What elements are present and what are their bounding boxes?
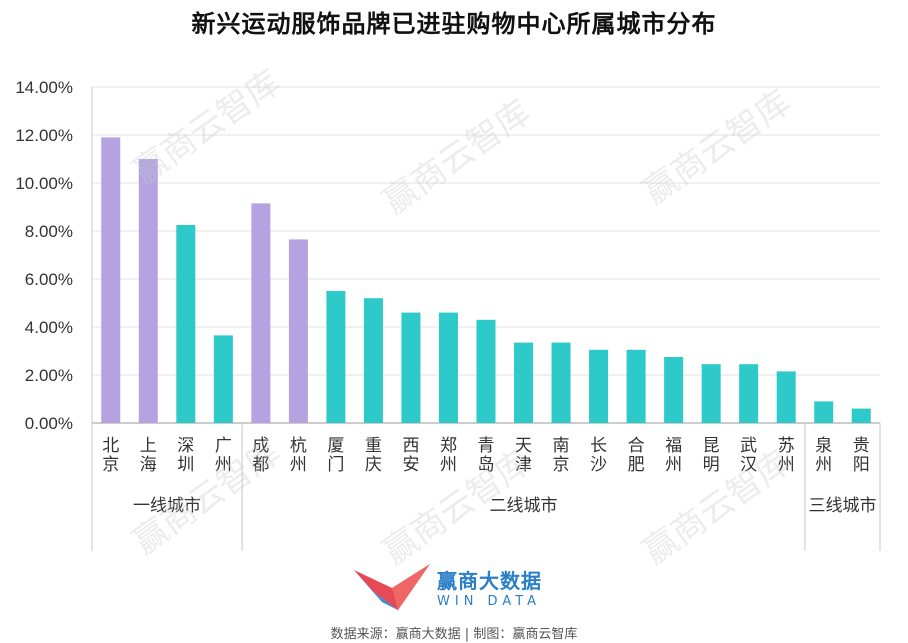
bar bbox=[476, 319, 496, 423]
x-tick-label: 上 bbox=[140, 436, 157, 456]
x-tick-label: 北 bbox=[102, 436, 119, 456]
y-tick-label: 0.00% bbox=[25, 414, 73, 433]
x-tick-label: 厦 bbox=[327, 436, 344, 456]
x-tick-label: 州 bbox=[440, 455, 457, 475]
y-tick-label: 8.00% bbox=[25, 222, 73, 241]
x-tick-label: 州 bbox=[815, 455, 832, 475]
x-tick-label: 岛 bbox=[478, 455, 495, 475]
y-tick-label: 10.00% bbox=[15, 174, 73, 193]
group-label: 一线城市 bbox=[133, 496, 201, 516]
x-tick-label: 明 bbox=[703, 455, 720, 475]
bar bbox=[701, 364, 721, 423]
x-tick-label: 广 bbox=[215, 436, 232, 456]
y-tick-label: 12.00% bbox=[15, 126, 73, 145]
bar bbox=[138, 159, 158, 423]
x-tick-label: 州 bbox=[778, 455, 795, 475]
x-tick-label: 州 bbox=[290, 455, 307, 475]
x-tick-label: 汉 bbox=[740, 455, 757, 475]
bar bbox=[589, 349, 609, 423]
x-tick-label: 圳 bbox=[177, 455, 194, 475]
bar bbox=[551, 342, 571, 423]
x-tick-label: 长 bbox=[590, 436, 607, 456]
x-tick-label: 合 bbox=[628, 436, 645, 456]
x-tick-label: 安 bbox=[402, 455, 419, 475]
x-tick-label: 苏 bbox=[778, 436, 795, 456]
bar bbox=[438, 312, 458, 423]
x-tick-label: 京 bbox=[553, 455, 570, 475]
y-tick-label: 2.00% bbox=[25, 366, 73, 385]
x-tick-label: 福 bbox=[665, 436, 682, 456]
bar bbox=[251, 203, 271, 423]
bar bbox=[326, 291, 346, 423]
y-tick-label: 6.00% bbox=[25, 270, 73, 289]
x-tick-label: 阳 bbox=[853, 455, 870, 475]
group-label: 三线城市 bbox=[808, 496, 876, 516]
brand-logo-icon bbox=[354, 564, 430, 610]
bar bbox=[213, 335, 233, 423]
bar bbox=[288, 239, 308, 423]
source-note: 数据来源：赢商大数据 | 制图：赢商云智库 bbox=[330, 627, 578, 642]
bar bbox=[739, 364, 759, 423]
x-tick-label: 津 bbox=[515, 455, 532, 475]
x-tick-label: 沙 bbox=[590, 455, 607, 475]
bar bbox=[401, 312, 421, 423]
x-tick-label: 成 bbox=[252, 436, 269, 456]
x-tick-label: 肥 bbox=[628, 455, 645, 475]
y-tick-label: 14.00% bbox=[15, 78, 73, 97]
x-tick-label: 南 bbox=[553, 436, 570, 456]
x-tick-label: 京 bbox=[102, 455, 119, 475]
chart-title: 新兴运动服饰品牌已进驻购物中心所属城市分布 bbox=[191, 10, 717, 38]
x-tick-label: 重 bbox=[365, 436, 382, 456]
bar bbox=[101, 137, 121, 423]
x-tick-label: 泉 bbox=[815, 436, 832, 456]
x-tick-label: 昆 bbox=[703, 436, 720, 456]
bar bbox=[514, 342, 534, 423]
x-tick-label: 庆 bbox=[365, 455, 382, 475]
bar bbox=[664, 357, 684, 423]
bar bbox=[176, 225, 196, 423]
group-label: 二线城市 bbox=[490, 496, 558, 516]
x-tick-label: 州 bbox=[215, 455, 232, 475]
x-tick-label: 贵 bbox=[853, 436, 870, 456]
x-tick-label: 青 bbox=[478, 436, 495, 456]
x-tick-label: 门 bbox=[327, 455, 344, 475]
x-tick-label: 都 bbox=[252, 455, 269, 475]
x-tick-label: 海 bbox=[140, 455, 157, 475]
x-tick-label: 州 bbox=[665, 455, 682, 475]
x-tick-label: 深 bbox=[177, 436, 194, 456]
x-tick-label: 郑 bbox=[440, 436, 457, 456]
bar bbox=[814, 401, 834, 423]
bar bbox=[776, 371, 796, 423]
bar bbox=[363, 298, 383, 423]
x-tick-label: 天 bbox=[515, 436, 532, 456]
brand-name: 赢商大数据 bbox=[437, 569, 542, 593]
x-tick-label: 杭 bbox=[290, 436, 307, 456]
x-tick-label: 武 bbox=[740, 436, 757, 456]
x-tick-label: 西 bbox=[402, 436, 419, 456]
y-tick-label: 4.00% bbox=[25, 318, 73, 337]
bar bbox=[626, 349, 646, 423]
brand-name-en: WIN DATA bbox=[437, 594, 542, 609]
bar bbox=[851, 408, 871, 423]
